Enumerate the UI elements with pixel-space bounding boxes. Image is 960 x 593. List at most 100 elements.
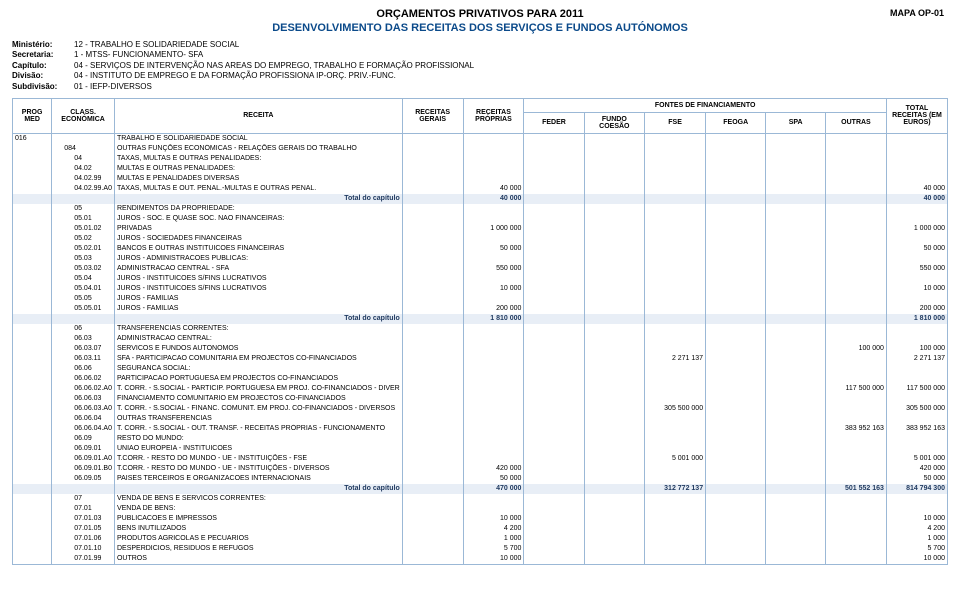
cell-class-code: 07.01.03 (52, 514, 115, 524)
cell-rec-gerais (402, 444, 463, 454)
table-row: 06.06.02PARTICIPACAO PORTUGUESA EM PROJE… (13, 374, 948, 384)
cell-feder (524, 224, 584, 234)
cell-feder (524, 194, 584, 204)
table-row: 05.04JUROS - INSTITUICOES S/FINS LUCRATI… (13, 274, 948, 284)
cell-prog-med (13, 474, 52, 484)
cell-rec-gerais (402, 374, 463, 384)
cell-prog-med (13, 414, 52, 424)
cell-spa (766, 474, 826, 484)
cell-rec-proprias (463, 494, 524, 504)
cell-outras: 383 952 163 (825, 424, 886, 434)
cell-class-code: 06.09.01.B0 (52, 464, 115, 474)
cell-desc: T.CORR. - RESTO DO MUNDO - UE - INSTITUI… (114, 464, 402, 474)
cell-fse (645, 264, 706, 274)
cell-fundo-coesao (584, 234, 645, 244)
cell-fundo-coesao (584, 484, 645, 494)
cell-desc: BANCOS E OUTRAS INSTITUICOES FINANCEIRAS (114, 244, 402, 254)
cell-prog-med (13, 454, 52, 464)
cell-rec-gerais (402, 384, 463, 394)
cell-prog-med (13, 264, 52, 274)
cell-spa (766, 344, 826, 354)
table-row: 06TRANSFERENCIAS CORRENTES: (13, 324, 948, 334)
table-row: 05.03.02ADMINISTRACAO CENTRAL - SFA550 0… (13, 264, 948, 274)
cell-fse (645, 244, 706, 254)
cell-fundo-coesao (584, 324, 645, 334)
cell-outras (825, 474, 886, 484)
col-fontes: FONTES DE FINANCIAMENTO (524, 98, 887, 112)
cell-spa (766, 374, 826, 384)
cell-total (886, 414, 947, 424)
cell-desc: TRANSFERENCIAS CORRENTES: (114, 324, 402, 334)
cell-feoga (706, 504, 766, 514)
cell-rec-proprias (463, 294, 524, 304)
cell-feder (524, 474, 584, 484)
header-meta-value: 04 - SERVIÇOS DE INTERVENÇÃO NAS AREAS D… (74, 61, 474, 71)
cell-rec-proprias: 40 000 (463, 194, 524, 204)
cell-feder (524, 344, 584, 354)
cell-rec-gerais (402, 524, 463, 534)
cell-prog-med (13, 364, 52, 374)
cell-outras (825, 414, 886, 424)
col-total: TOTAL RECEITAS (EM EUROS) (886, 98, 947, 133)
subtotal-row: Total do capítulo470 000312 772 137501 5… (13, 484, 948, 494)
cell-feoga (706, 444, 766, 454)
cell-feder (524, 214, 584, 224)
cell-spa (766, 224, 826, 234)
cell-fse (645, 344, 706, 354)
cell-rec-proprias: 1 810 000 (463, 314, 524, 324)
cell-prog-med (13, 144, 52, 154)
cell-feder (524, 133, 584, 144)
cell-fundo-coesao (584, 354, 645, 364)
cell-total (886, 374, 947, 384)
cell-prog-med (13, 464, 52, 474)
cell-prog-med (13, 164, 52, 174)
cell-class-code: 05.04.01 (52, 284, 115, 294)
cell-rec-gerais (402, 174, 463, 184)
cell-total (886, 234, 947, 244)
cell-spa (766, 184, 826, 194)
cell-desc: PARTICIPACAO PORTUGUESA EM PROJECTOS CO-… (114, 374, 402, 384)
cell-rec-proprias (463, 444, 524, 454)
cell-total (886, 444, 947, 454)
cell-rec-proprias (463, 374, 524, 384)
table-row: 05.01.02PRIVADAS1 000 0001 000 000 (13, 224, 948, 234)
cell-outras (825, 454, 886, 464)
cell-total (886, 204, 947, 214)
cell-outras: 117 500 000 (825, 384, 886, 394)
cell-outras (825, 144, 886, 154)
cell-spa (766, 334, 826, 344)
cell-outras: 100 000 (825, 344, 886, 354)
cell-outras (825, 244, 886, 254)
cell-spa (766, 494, 826, 504)
cell-total (886, 334, 947, 344)
cell-fundo-coesao (584, 214, 645, 224)
col-feoga: FEOGA (706, 112, 766, 133)
cell-outras (825, 524, 886, 534)
cell-feder (524, 254, 584, 264)
cell-class-code: 06.06 (52, 364, 115, 374)
cell-rec-proprias (463, 254, 524, 264)
cell-spa (766, 364, 826, 374)
map-code: MAPA OP-01 (890, 8, 944, 18)
cell-desc: Total do capítulo (114, 484, 402, 494)
cell-outras (825, 304, 886, 314)
cell-spa (766, 164, 826, 174)
cell-outras (825, 184, 886, 194)
cell-rec-proprias (463, 424, 524, 434)
cell-fse: 5 001 000 (645, 454, 706, 464)
cell-rec-gerais (402, 344, 463, 354)
cell-fse (645, 384, 706, 394)
cell-fse (645, 554, 706, 565)
cell-outras (825, 314, 886, 324)
cell-spa (766, 424, 826, 434)
cell-feder (524, 454, 584, 464)
cell-rec-proprias: 50 000 (463, 474, 524, 484)
table-row: 06.03.11SFA - PARTICIPACAO COMUNITARIA E… (13, 354, 948, 364)
cell-outras (825, 514, 886, 524)
cell-prog-med (13, 404, 52, 414)
cell-feoga (706, 534, 766, 544)
cell-prog-med (13, 394, 52, 404)
cell-outras (825, 544, 886, 554)
cell-feoga (706, 434, 766, 444)
cell-fundo-coesao (584, 424, 645, 434)
